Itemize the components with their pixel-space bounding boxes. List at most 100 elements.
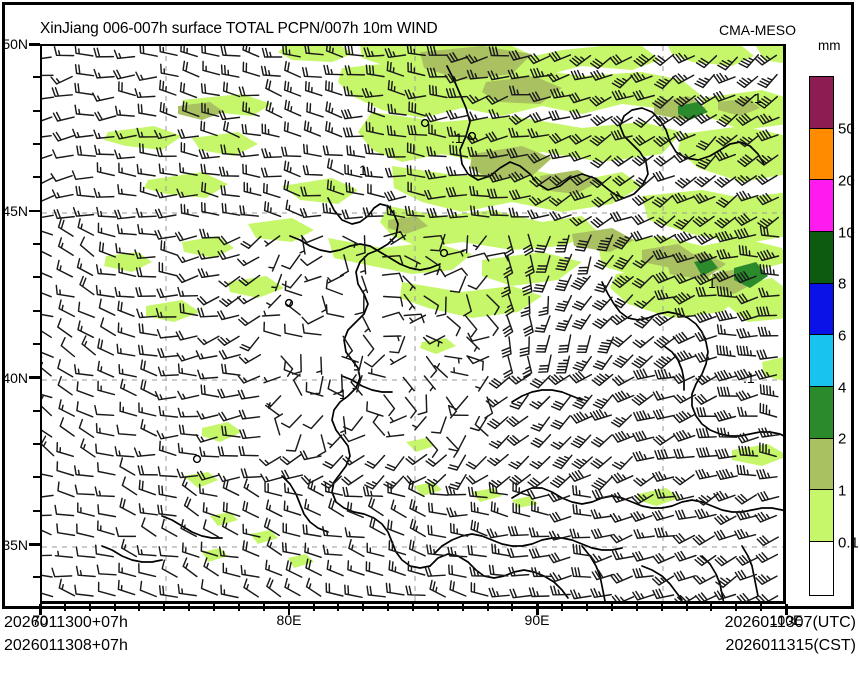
x-axis-minor-tick bbox=[586, 604, 589, 611]
contour-label: .1 bbox=[750, 90, 762, 106]
colorbar-tick-10: 10 bbox=[838, 224, 855, 242]
wind-barbs bbox=[42, 46, 780, 601]
x-axis-minor-tick bbox=[436, 604, 439, 611]
colorbar-band bbox=[810, 77, 833, 129]
x-axis-minor-tick bbox=[88, 604, 91, 611]
x-axis-minor-tick bbox=[312, 604, 315, 611]
map-plot-area[interactable]: .1 .1 1 1 .1 1 bbox=[40, 44, 786, 604]
map-svg bbox=[42, 46, 783, 601]
y-axis-major-tick bbox=[29, 43, 40, 46]
x-axis-minor-tick bbox=[685, 604, 688, 611]
x-axis-major-tick bbox=[536, 604, 539, 615]
model-label: CMA-MESO bbox=[719, 22, 796, 38]
y-tick-label-35n: 35N bbox=[2, 537, 28, 553]
y-axis-minor-tick bbox=[33, 243, 40, 245]
x-axis-minor-tick bbox=[511, 604, 514, 611]
wind-barb-field bbox=[42, 46, 780, 601]
y-axis-minor-tick bbox=[33, 109, 40, 112]
x-tick-label-90e: 90E bbox=[524, 612, 550, 628]
x-axis-minor-tick bbox=[760, 604, 763, 611]
x-tick-label-100e: 100E bbox=[769, 612, 803, 628]
x-axis-minor-tick bbox=[387, 604, 390, 611]
contour-label: 1 bbox=[708, 275, 716, 291]
x-axis-major-tick bbox=[39, 604, 42, 615]
colorbar-band bbox=[810, 542, 833, 594]
x-tick-label-80e: 80E bbox=[276, 612, 302, 628]
x-axis-minor-tick bbox=[213, 604, 216, 611]
y-tick-label-45n: 45N bbox=[2, 203, 28, 219]
x-axis-minor-tick bbox=[188, 604, 191, 611]
colorbar-band bbox=[810, 335, 833, 388]
x-axis-minor-tick bbox=[337, 604, 340, 611]
x-axis-minor-tick bbox=[412, 604, 414, 611]
y-axis-minor-tick bbox=[33, 76, 40, 79]
calm-wind-circle bbox=[192, 454, 202, 464]
y-axis-minor-tick bbox=[33, 309, 40, 312]
contour-label: 1 bbox=[359, 162, 367, 178]
colorbar-band bbox=[810, 490, 833, 543]
x-axis-minor-tick bbox=[635, 604, 638, 611]
x-axis-minor-tick bbox=[113, 604, 116, 611]
y-axis-minor-tick bbox=[33, 143, 40, 145]
contour-label: 1 bbox=[339, 386, 347, 402]
colorbar-tick-50: 50 bbox=[838, 120, 855, 138]
colorbar[interactable] bbox=[809, 76, 834, 596]
x-axis-minor-tick bbox=[660, 604, 663, 611]
y-axis-minor-tick bbox=[33, 176, 40, 179]
colorbar-tick-2: 2 bbox=[838, 430, 847, 448]
calm-wind-circle bbox=[439, 248, 449, 258]
y-axis-minor-tick bbox=[33, 576, 40, 579]
contour-label: .1 bbox=[743, 370, 755, 386]
x-axis-minor-tick bbox=[735, 604, 738, 611]
footer-init-time-cst: 2026011308+07h bbox=[4, 637, 128, 654]
colorbar-tick-4: 4 bbox=[838, 379, 847, 397]
colorbar-band bbox=[810, 283, 833, 336]
y-axis-minor-tick bbox=[33, 443, 40, 445]
map-canvas: .1 .1 1 1 .1 1 bbox=[42, 46, 783, 601]
colorbar-unit-label: mm bbox=[818, 38, 841, 53]
x-axis-minor-tick bbox=[362, 604, 365, 611]
x-axis-minor-tick bbox=[237, 604, 240, 611]
y-axis-minor-tick bbox=[33, 276, 40, 279]
x-axis-minor-tick bbox=[63, 604, 66, 611]
colorbar-tick-8: 8 bbox=[838, 275, 847, 293]
y-axis-major-tick bbox=[29, 543, 40, 546]
y-tick-label-40n: 40N bbox=[2, 370, 28, 386]
colorbar-band bbox=[810, 128, 833, 181]
x-axis-minor-tick bbox=[138, 604, 141, 611]
x-axis-major-tick bbox=[785, 604, 788, 615]
colorbar-tick-1: 1 bbox=[838, 482, 847, 500]
x-axis-minor-tick bbox=[163, 604, 166, 611]
colorbar-band bbox=[810, 232, 833, 284]
footer-init-time-utc: 2026011300+07h bbox=[4, 614, 128, 631]
colorbar-tick-0p1: 0.1 bbox=[838, 534, 859, 552]
colorbar-tick-20: 20 bbox=[838, 172, 855, 190]
x-axis-minor-tick bbox=[461, 604, 464, 611]
y-axis-major-tick bbox=[29, 376, 40, 379]
page-title: XinJiang 006-007h surface TOTAL PCPN/007… bbox=[40, 20, 438, 37]
calm-wind-circle bbox=[420, 118, 430, 128]
y-axis-minor-tick bbox=[33, 509, 40, 512]
footer-valid-time-cst: 2026011315(CST) bbox=[725, 637, 856, 654]
footer-valid-time-utc: 2026011307(UTC) bbox=[724, 614, 856, 631]
colorbar-band bbox=[810, 180, 833, 233]
colorbar-tick-6: 6 bbox=[838, 327, 847, 345]
calm-wind-circle bbox=[284, 298, 294, 308]
colorbar-band bbox=[810, 438, 833, 491]
colorbar-band bbox=[810, 387, 833, 439]
x-axis-minor-tick bbox=[710, 604, 713, 611]
calm-wind-circle bbox=[467, 131, 477, 141]
y-axis-major-tick bbox=[29, 209, 40, 213]
x-axis-major-tick bbox=[287, 604, 291, 615]
x-axis-minor-tick bbox=[561, 604, 564, 611]
y-axis-minor-tick bbox=[33, 409, 40, 412]
x-axis-minor-tick bbox=[262, 604, 265, 611]
y-tick-label-50n: 50N bbox=[2, 36, 28, 52]
x-tick-label-70: 70 bbox=[32, 612, 48, 628]
x-axis-minor-tick bbox=[610, 604, 613, 611]
contour-label: .1 bbox=[451, 130, 463, 146]
y-axis-minor-tick bbox=[33, 343, 40, 345]
x-axis-minor-tick bbox=[486, 604, 489, 611]
y-axis-minor-tick bbox=[33, 476, 40, 479]
